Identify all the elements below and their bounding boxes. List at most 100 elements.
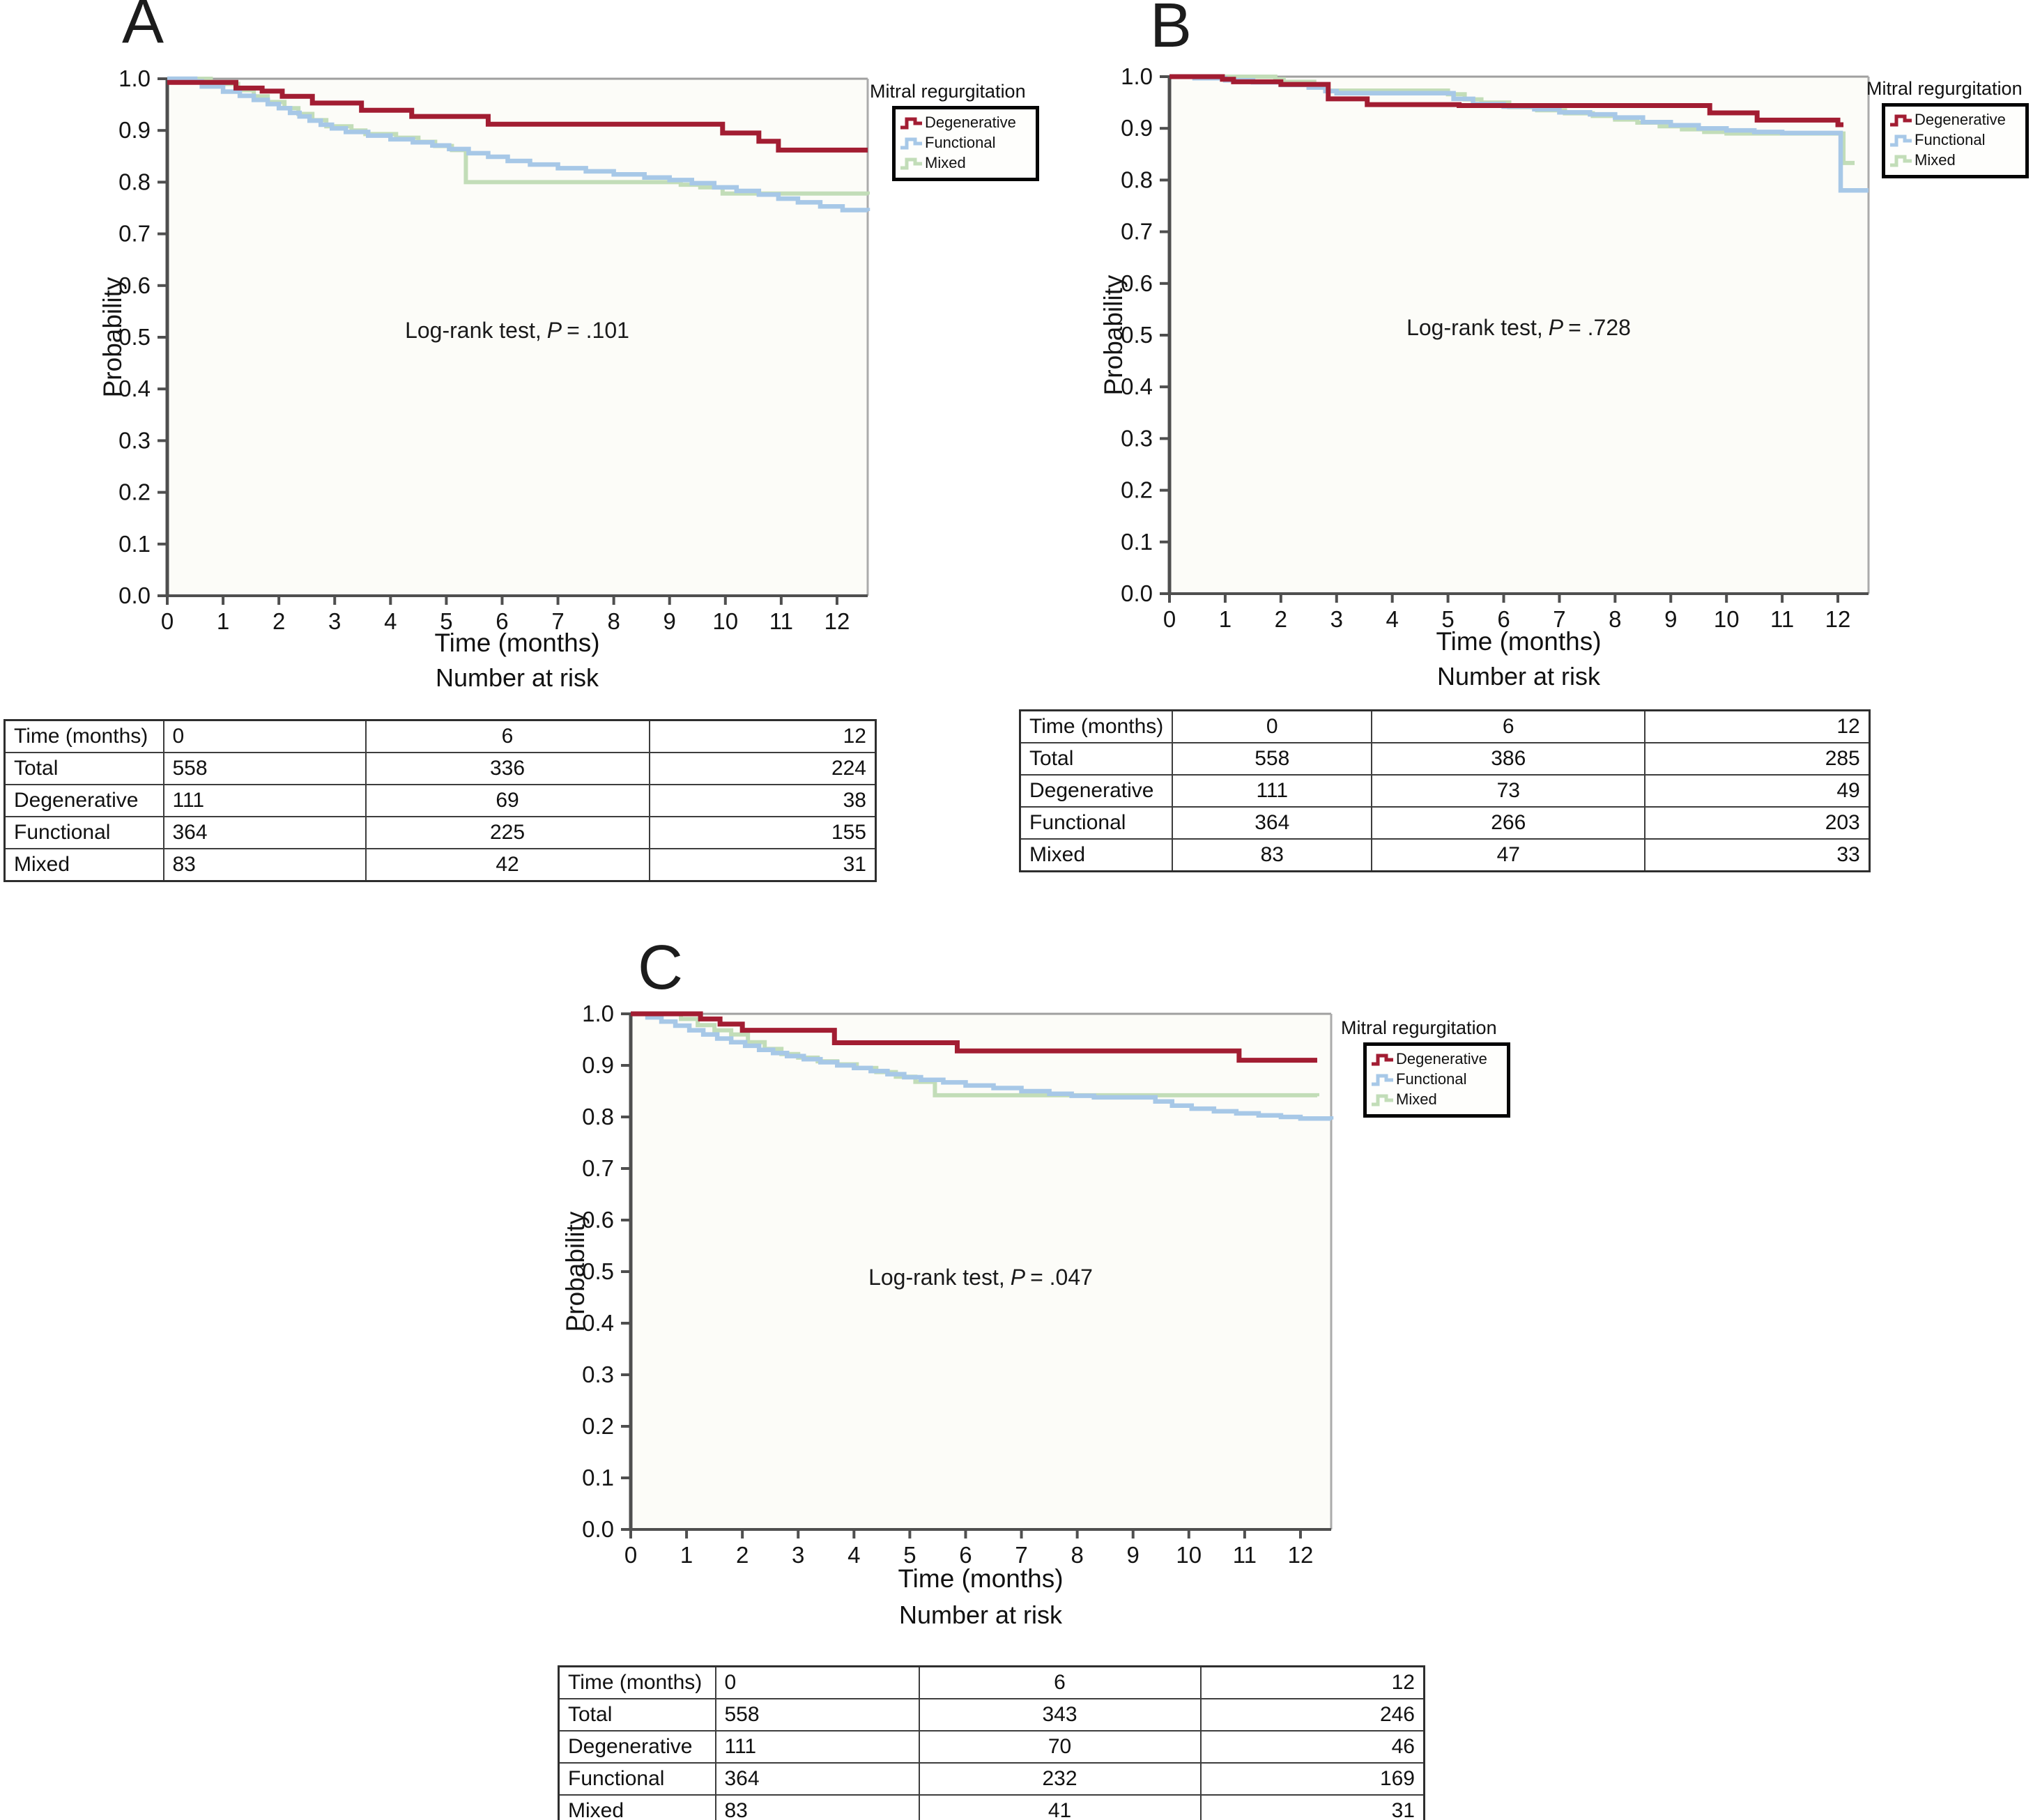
y-tick-label: 0.2	[582, 1413, 614, 1439]
y-tick-label: 0.0	[118, 583, 151, 608]
functional-line-swatch	[1890, 134, 1912, 146]
risk-cell: 558	[162, 752, 367, 785]
risk-table-row: Total 558 336 224	[3, 752, 877, 785]
y-tick-label: 0.2	[118, 479, 151, 505]
x-tick-label: 2	[273, 608, 285, 634]
x-axis-label-b: Time (months)	[1436, 627, 1602, 656]
p-value: = .101	[567, 318, 629, 343]
legend-label-functional: Functional	[925, 133, 996, 151]
y-tick-label: 0.5	[582, 1258, 614, 1284]
risk-table-a: Time (months) 0 6 12 Total 558 336 224 Degenerat…	[3, 719, 877, 882]
risk-cell: 336	[365, 752, 650, 785]
p-symbol: P	[546, 318, 562, 343]
risk-table-row: Total 558 343 246	[558, 1698, 1425, 1732]
y-tick-label: 1.0	[582, 1001, 614, 1026]
risk-header-cell: 0	[1172, 709, 1373, 743]
functional-line-swatch	[900, 137, 922, 149]
x-tick-label: 9	[663, 608, 676, 634]
legend-item-functional: Functional	[1371, 1069, 1500, 1089]
legend-label-mixed: Mixed	[1396, 1090, 1437, 1108]
risk-cell: 364	[1172, 806, 1373, 840]
risk-header-cell: 0	[162, 719, 367, 753]
risk-table-row: Total 558 386 285	[1019, 742, 1871, 776]
p-symbol: P	[1010, 1265, 1026, 1290]
y-tick-label: 1.0	[1121, 63, 1153, 89]
km-curve-mixed	[631, 1012, 1319, 1097]
risk-cell: 364	[714, 1762, 920, 1796]
y-tick-label: 0.6	[1121, 270, 1153, 296]
panel-letter-a: A	[122, 0, 164, 56]
number-at-risk-label-a: Number at risk	[435, 663, 599, 692]
risk-cell: 33	[1644, 838, 1871, 872]
x-tick-label: 6	[496, 608, 508, 634]
risk-cell: 69	[365, 784, 650, 817]
number-at-risk-label-b: Number at risk	[1436, 662, 1601, 691]
legend-title-b: Mitral regurgitation	[1866, 78, 2023, 99]
legend-box-c: Degenerative Functional Mixed	[1363, 1042, 1510, 1118]
y-tick-label: 0.7	[582, 1155, 614, 1181]
risk-header-cell: 12	[1644, 709, 1871, 743]
risk-table-c: Time (months) 0 6 12 Total 558 343 246 Degenerat…	[558, 1665, 1425, 1820]
x-axis-label-c: Time (months)	[898, 1564, 1064, 1593]
risk-row-label: Mixed	[1019, 838, 1174, 872]
legend-item-degenerative: Degenerative	[900, 112, 1029, 132]
km-plot-panel-a: 0.00.10.20.30.40.50.60.70.80.91.00 1 2 3 4 5 6…	[118, 65, 870, 634]
mixed-line-swatch	[900, 157, 922, 169]
y-tick-label: 0.4	[582, 1310, 614, 1336]
km-curve-functional	[167, 76, 870, 213]
y-axis-label-b: Probability	[1099, 275, 1128, 396]
degenerative-line-swatch	[1890, 114, 1912, 126]
y-tick-label: 0.5	[118, 324, 151, 350]
risk-cell: 31	[648, 848, 877, 882]
y-tick-label: 0.9	[582, 1052, 614, 1078]
risk-cell: 42	[365, 848, 650, 882]
x-tick-label: 12	[1288, 1542, 1314, 1568]
x-tick-label: 3	[1330, 606, 1343, 632]
risk-table-b: Time (months) 0 6 12 Total 558 386 285 Degenerat…	[1019, 709, 1871, 872]
x-tick-label: 9	[1127, 1542, 1140, 1568]
logrank-text: Log-rank test,	[405, 318, 542, 343]
y-tick-label: 0.1	[1121, 529, 1153, 555]
km-plot-panel-c: 0.00.10.20.30.40.50.60.70.80.91.00 1 2 3 4 5 6…	[582, 1001, 1334, 1568]
mixed-line-swatch	[1890, 155, 1912, 167]
legend-item-mixed: Mixed	[1889, 150, 2018, 170]
risk-table-row: Mixed 83 42 31	[3, 848, 877, 882]
x-tick-label: 4	[384, 608, 397, 634]
degenerative-line-swatch	[1372, 1054, 1393, 1065]
x-tick-label: 0	[1163, 606, 1176, 632]
x-tick-label: 7	[551, 608, 564, 634]
x-tick-label: 5	[903, 1542, 916, 1568]
y-tick-label: 0.0	[1121, 580, 1153, 606]
risk-table-row: Degenerative 111 73 49	[1019, 774, 1871, 808]
y-tick-label: 0.1	[118, 531, 151, 557]
y-tick-label: 0.5	[1121, 322, 1153, 348]
x-tick-label: 1	[680, 1542, 693, 1568]
risk-row-label: Total	[1019, 742, 1174, 776]
risk-row-label: Functional	[3, 816, 164, 849]
x-tick-label: 12	[824, 608, 850, 634]
km-curve-mixed	[1169, 75, 1855, 165]
risk-cell: 155	[648, 816, 877, 849]
y-axis-label-a: Probability	[98, 277, 127, 398]
risk-cell: 364	[162, 816, 367, 849]
y-tick-label: 1.0	[118, 65, 151, 91]
y-axis-label-c: Probability	[561, 1211, 590, 1332]
risk-row-label: Time (months)	[1019, 709, 1174, 743]
p-symbol: P	[1548, 315, 1564, 340]
x-tick-label: 0	[161, 608, 174, 634]
legend-label-mixed: Mixed	[925, 153, 966, 171]
y-tick-label: 0.3	[582, 1362, 614, 1387]
legend-label-degenerative: Degenerative	[1396, 1049, 1487, 1067]
risk-cell: 558	[714, 1698, 920, 1732]
risk-table-row: Functional 364 266 203	[1019, 806, 1871, 840]
y-tick-label: 0.6	[118, 272, 151, 298]
x-tick-label: 4	[847, 1542, 860, 1568]
logrank-text: Log-rank test,	[868, 1265, 1005, 1290]
legend-item-mixed: Mixed	[1371, 1089, 1500, 1109]
y-tick-label: 0.8	[582, 1104, 614, 1129]
risk-cell: 41	[918, 1794, 1202, 1820]
x-tick-label: 2	[736, 1542, 749, 1568]
x-tick-label: 11	[1233, 1542, 1257, 1568]
